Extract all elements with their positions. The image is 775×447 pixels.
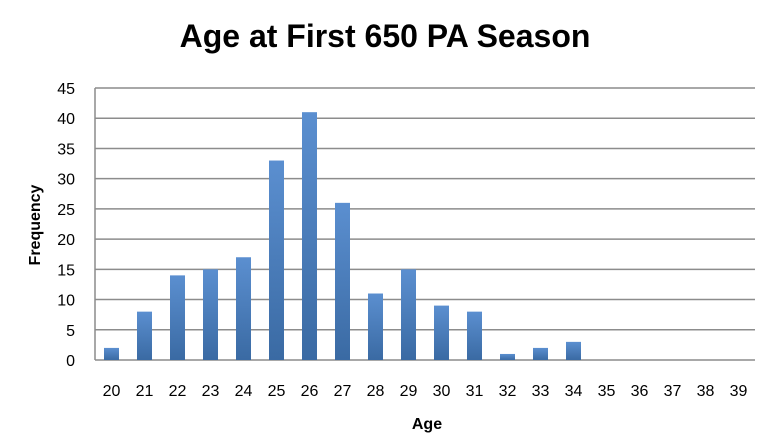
x-tick-label: 37 <box>664 383 682 400</box>
x-tick-label: 35 <box>598 383 616 400</box>
x-tick-label: 20 <box>103 383 121 400</box>
y-axis-label: Frequency <box>27 184 44 265</box>
bar-age-24 <box>236 257 251 360</box>
gridlines <box>94 87 755 361</box>
x-tick-label: 32 <box>499 383 517 400</box>
y-tick-label: 30 <box>57 172 75 189</box>
y-tick-label: 25 <box>57 202 75 219</box>
x-tick-label: 24 <box>235 383 253 400</box>
bar-age-31 <box>467 311 482 360</box>
y-axis-ticks: 0 5 10 15 20 25 30 35 40 45 <box>57 81 75 370</box>
x-tick-label: 29 <box>400 383 418 400</box>
x-tick-label: 30 <box>433 383 451 400</box>
x-tick-label: 27 <box>334 383 352 400</box>
y-tick-label: 10 <box>57 293 75 310</box>
y-tick-label: 0 <box>66 353 75 370</box>
y-tick-label: 5 <box>66 323 75 340</box>
x-tick-label: 28 <box>367 383 385 400</box>
x-tick-label: 38 <box>697 383 715 400</box>
bar-age-25 <box>269 160 284 360</box>
x-tick-label: 34 <box>565 383 583 400</box>
bar-age-26 <box>302 112 317 360</box>
bar-age-32 <box>500 353 515 360</box>
y-tick-label: 45 <box>57 81 75 98</box>
y-tick-label: 15 <box>57 262 75 279</box>
x-tick-label: 31 <box>466 383 484 400</box>
x-tick-label: 33 <box>532 383 550 400</box>
x-tick-label: 39 <box>730 383 748 400</box>
y-tick-label: 35 <box>57 141 75 158</box>
chart-title: Age at First 650 PA Season <box>180 18 591 54</box>
x-tick-label: 36 <box>631 383 649 400</box>
x-tick-label: 22 <box>169 383 187 400</box>
bar-age-33 <box>533 347 548 360</box>
bar-age-29 <box>401 269 416 360</box>
bar-age-22 <box>170 275 185 360</box>
y-tick-label: 20 <box>57 232 75 249</box>
x-tick-label: 21 <box>136 383 154 400</box>
x-axis-label: Age <box>412 416 442 433</box>
x-axis-ticks: 20 21 22 23 24 25 26 27 28 29 30 31 32 33 34 35 36 37 38 39 <box>103 383 748 400</box>
bar-age-21 <box>137 311 152 360</box>
x-tick-label: 23 <box>202 383 220 400</box>
x-tick-label: 26 <box>301 383 319 400</box>
x-tick-label: 25 <box>268 383 286 400</box>
bar-age-30 <box>434 305 449 360</box>
bar-age-27 <box>335 202 350 360</box>
bar-age-34 <box>566 341 581 360</box>
bar-age-20 <box>104 347 119 360</box>
bar-age-23 <box>203 269 218 360</box>
bars <box>104 112 581 360</box>
y-tick-label: 40 <box>57 111 75 128</box>
bar-age-28 <box>368 293 383 360</box>
